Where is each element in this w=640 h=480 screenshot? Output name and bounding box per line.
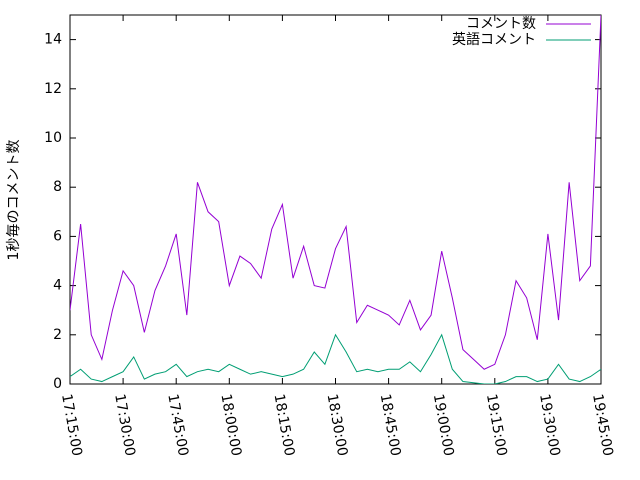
x-tick-label: 19:15:00 [483,393,510,458]
y-tick-label: 14 [44,32,62,48]
x-tick-label: 18:15:00 [271,393,298,458]
plot-frame [69,14,602,385]
x-tick-label: 17:30:00 [111,393,138,458]
y-tick-label: 8 [53,179,62,195]
y-axis-label: 1秒毎のコメント数 [6,140,22,261]
legend-label: 英語コメント [452,31,536,48]
x-tick-label: 19:45:00 [589,393,616,458]
y-tick-label: 10 [44,130,62,146]
y-tick-label: 6 [53,228,62,244]
x-tick-label: 17:15:00 [58,393,85,458]
data-line [70,15,601,370]
x-tick-label: 19:30:00 [536,393,563,458]
y-tick-label: 0 [53,376,62,392]
x-tick-label: 18:45:00 [377,393,404,458]
x-tick-label: 19:00:00 [430,393,457,458]
y-tick-label: 2 [53,327,62,343]
data-line [70,333,601,384]
y-tick-label: 4 [53,278,62,294]
x-tick-label: 17:45:00 [164,393,191,458]
x-tick-label: 18:30:00 [324,393,351,458]
legend-label: コメント数 [466,16,536,32]
x-tick-label: 18:00:00 [217,393,244,458]
y-tick-label: 12 [44,81,62,97]
